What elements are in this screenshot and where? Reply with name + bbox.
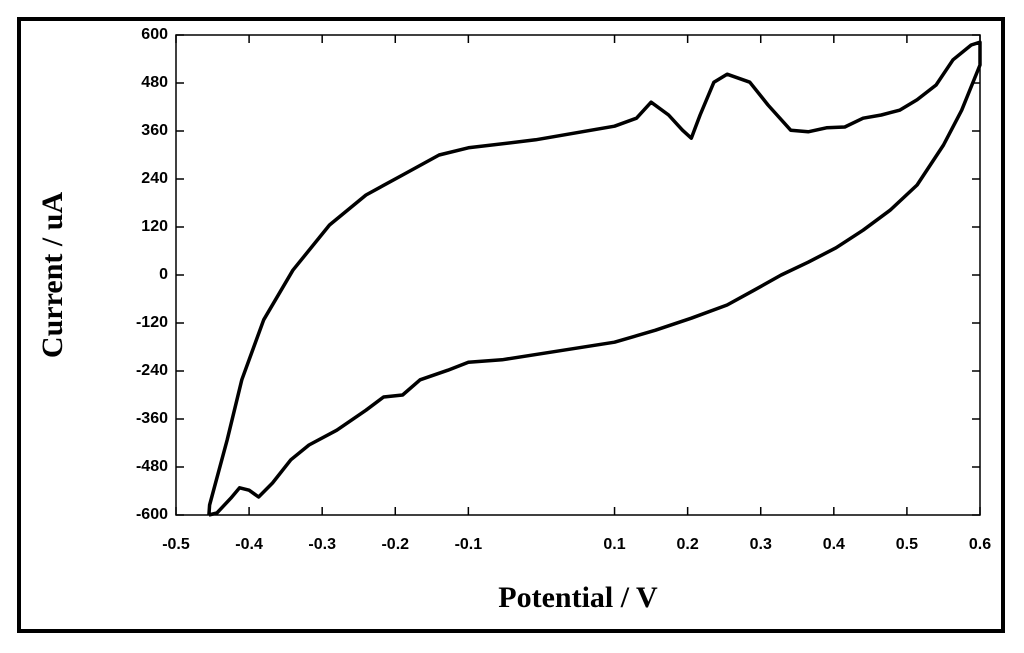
data-line bbox=[207, 40, 982, 517]
x-tick-label: 0.2 bbox=[677, 536, 699, 553]
y-tick-label: 0 bbox=[159, 266, 168, 283]
y-tick-label: -240 bbox=[136, 362, 168, 379]
x-axis-title: Potential / V bbox=[498, 581, 658, 614]
y-tick-label: -120 bbox=[136, 314, 168, 331]
x-tick-label: -0.5 bbox=[162, 536, 190, 553]
x-tick-label: 0.5 bbox=[896, 536, 918, 553]
y-tick-label: -480 bbox=[136, 458, 168, 475]
y-tick-label: -600 bbox=[136, 506, 168, 523]
y-tick-label: 240 bbox=[141, 170, 168, 187]
x-tick-label: -0.1 bbox=[455, 536, 483, 553]
x-tick-label: -0.4 bbox=[235, 536, 263, 553]
x-tick-label: -0.3 bbox=[308, 536, 336, 553]
frame bbox=[17, 17, 1005, 633]
x-tick-label: 0.6 bbox=[969, 536, 991, 553]
x-tick-label: -0.2 bbox=[381, 536, 409, 553]
y-tick-label: -360 bbox=[136, 410, 168, 427]
y-tick-label: 480 bbox=[141, 74, 168, 91]
x-tick-label: 0.1 bbox=[603, 536, 625, 553]
x-tick-label: 0.4 bbox=[823, 536, 845, 553]
y-tick-label: 600 bbox=[141, 26, 168, 43]
y-tick-label: 120 bbox=[141, 218, 168, 235]
x-tick-label: 0.3 bbox=[750, 536, 772, 553]
y-axis-title: Current / uA bbox=[36, 192, 69, 358]
y-tick-label: 360 bbox=[141, 122, 168, 139]
